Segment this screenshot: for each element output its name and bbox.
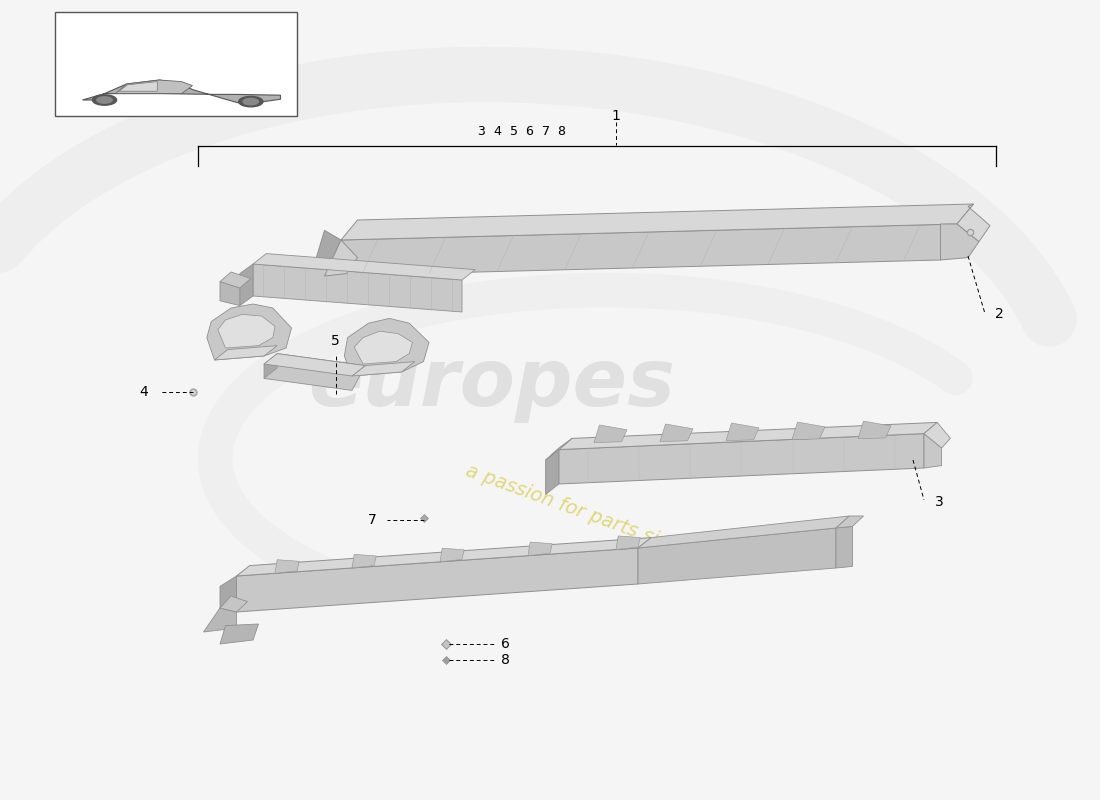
Polygon shape [354,331,412,364]
Polygon shape [214,346,277,360]
Polygon shape [836,526,852,568]
Ellipse shape [92,94,117,106]
Polygon shape [594,425,627,442]
Text: 3: 3 [935,495,944,510]
Text: 6: 6 [500,637,509,651]
Bar [55,12,297,116]
Polygon shape [207,304,292,360]
Polygon shape [344,318,429,376]
Polygon shape [308,230,341,286]
Polygon shape [957,204,990,242]
Text: 1: 1 [612,109,620,123]
Polygon shape [528,542,552,556]
Text: 8: 8 [500,653,509,667]
Polygon shape [924,422,950,448]
Text: 5: 5 [331,334,340,348]
Polygon shape [546,438,572,460]
Polygon shape [352,362,415,376]
Ellipse shape [243,98,258,105]
Polygon shape [204,608,236,632]
Polygon shape [264,354,365,390]
Polygon shape [616,536,640,550]
Polygon shape [660,424,693,442]
Text: europes: europes [308,345,675,423]
Polygon shape [116,80,192,94]
Polygon shape [440,548,464,562]
Polygon shape [253,254,475,280]
Text: 3 4 5 6 7 8: 3 4 5 6 7 8 [478,125,566,138]
Polygon shape [236,538,651,576]
Polygon shape [324,224,957,276]
Polygon shape [559,422,937,450]
Polygon shape [220,596,248,612]
Polygon shape [324,240,358,276]
Polygon shape [924,434,942,468]
Polygon shape [264,354,277,378]
Ellipse shape [239,96,263,107]
Text: a passion for parts since 1985: a passion for parts since 1985 [463,461,747,579]
Polygon shape [638,528,836,584]
Polygon shape [119,82,157,91]
Polygon shape [275,560,299,574]
Polygon shape [82,80,280,106]
Polygon shape [638,516,849,548]
Text: 7: 7 [367,513,376,527]
Polygon shape [726,423,759,441]
Polygon shape [559,434,924,484]
Polygon shape [220,624,258,644]
Polygon shape [352,554,376,568]
Polygon shape [308,274,346,288]
Polygon shape [220,272,251,288]
Polygon shape [264,354,365,376]
Polygon shape [220,576,236,622]
Polygon shape [836,516,864,528]
Polygon shape [240,264,253,306]
Ellipse shape [97,97,112,103]
Polygon shape [341,204,974,240]
Polygon shape [220,282,240,306]
Polygon shape [546,450,559,494]
Polygon shape [858,421,891,438]
Polygon shape [253,264,462,312]
Polygon shape [236,548,638,612]
Polygon shape [792,422,825,440]
Polygon shape [940,224,979,260]
Text: 2: 2 [996,307,1004,322]
Text: 4: 4 [140,385,148,399]
Polygon shape [218,314,275,348]
